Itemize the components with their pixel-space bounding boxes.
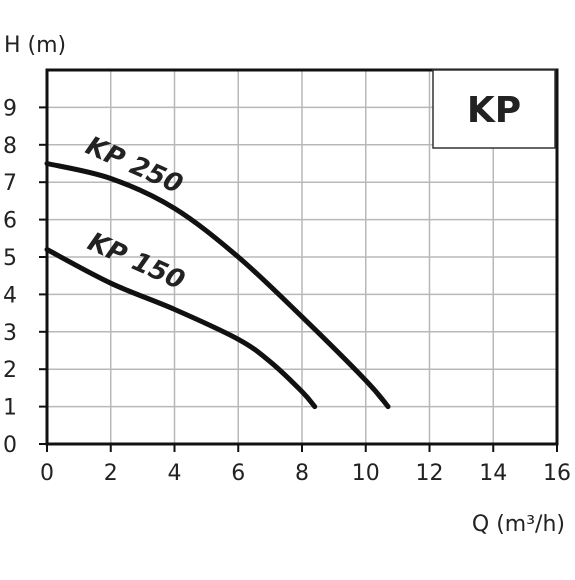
x-tick-label-5: 10	[352, 461, 380, 486]
x-tick-label-3: 6	[231, 461, 245, 486]
series-line-kp150	[44, 247, 318, 410]
y-tick-label-3: 3	[3, 321, 17, 346]
x-tick-label-8: 16	[543, 461, 571, 486]
y-tick-label-5: 5	[3, 246, 17, 271]
x-tick-label-1: 2	[104, 461, 118, 486]
y-tick-label-8: 8	[3, 134, 17, 159]
y-tick-label-1: 1	[3, 396, 17, 421]
y-tick-label-6: 6	[3, 209, 17, 234]
x-tick-label-4: 8	[295, 461, 309, 486]
series-line-kp250	[44, 161, 391, 410]
y-tick-label-0: 0	[3, 433, 17, 458]
badge-box	[432, 69, 556, 149]
y-axis-label: H (m)	[4, 33, 66, 58]
y-tick-label-2: 2	[3, 358, 17, 383]
x-tick-label-7: 14	[479, 461, 507, 486]
y-tick-label-7: 7	[3, 171, 17, 196]
badge-label: KP	[467, 90, 521, 131]
x-tick-label-0: 0	[40, 461, 54, 486]
series-label-kp150: KP 150	[83, 227, 189, 296]
x-tick-label-2: 4	[168, 461, 182, 486]
y-tick-label-4: 4	[3, 283, 17, 308]
series-layer	[44, 161, 391, 410]
y-tick-label-9: 9	[3, 96, 17, 121]
x-tick-label-6: 12	[416, 461, 444, 486]
x-axis-label: Q (m³/h)	[472, 512, 565, 537]
